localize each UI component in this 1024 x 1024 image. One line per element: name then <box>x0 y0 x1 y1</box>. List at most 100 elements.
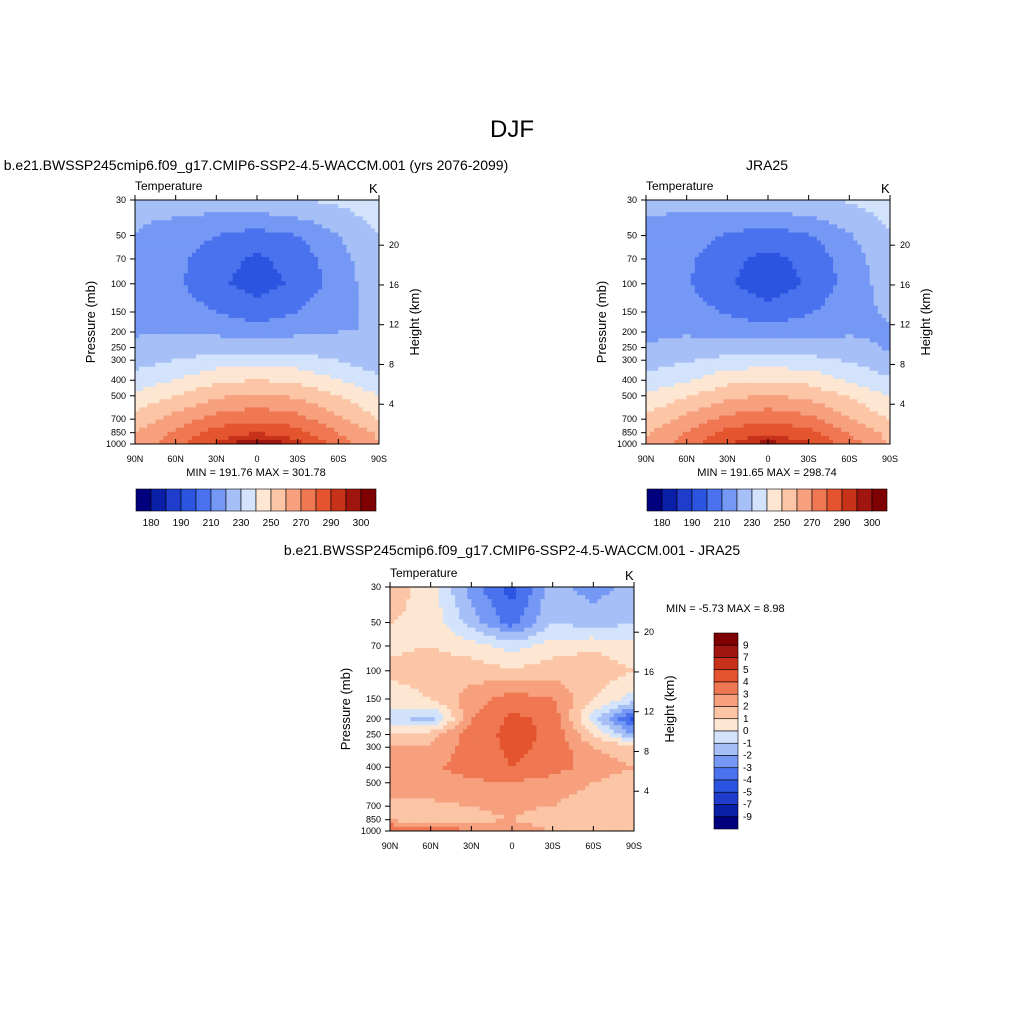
field-cell <box>313 362 319 368</box>
field-cell <box>244 378 250 384</box>
field-cell <box>743 273 749 278</box>
field-cell <box>362 265 368 270</box>
field-cell <box>362 313 368 319</box>
field-cell <box>674 204 680 209</box>
field-cell <box>220 366 226 372</box>
field-cell <box>763 212 769 217</box>
field-cell <box>159 370 165 376</box>
field-cell <box>212 362 217 368</box>
field-cell <box>244 317 250 323</box>
field-cell <box>163 366 169 372</box>
field-cell <box>346 293 352 299</box>
field-cell <box>334 419 339 425</box>
field-cell <box>350 423 356 429</box>
field-cell <box>358 423 364 429</box>
field-cell <box>829 220 834 225</box>
field-cell <box>196 366 201 372</box>
field-cell <box>265 431 270 437</box>
field-cell <box>366 322 372 327</box>
field-cell <box>309 419 315 425</box>
field-cell <box>240 350 246 356</box>
field-cell <box>849 208 854 213</box>
field-cell <box>151 378 156 384</box>
field-cell <box>208 407 213 413</box>
field-cell <box>837 200 842 205</box>
field-cell <box>289 232 295 238</box>
colorbar-swatch <box>300 488 317 512</box>
field-cell <box>277 289 282 295</box>
field-cell <box>362 248 368 254</box>
field-cell <box>682 277 688 282</box>
field-cell <box>881 261 887 266</box>
field-cell <box>216 248 221 254</box>
field-cell <box>338 378 343 384</box>
field-cell <box>662 256 667 262</box>
field-cell <box>220 374 226 380</box>
field-cell <box>301 342 307 347</box>
field-cell <box>187 216 193 221</box>
field-cell <box>236 204 242 209</box>
field-cell <box>285 252 291 258</box>
field-cell <box>228 435 234 441</box>
field-cell <box>780 232 785 238</box>
field-cell <box>362 431 368 437</box>
field-cell <box>374 289 379 295</box>
field-cell <box>191 240 197 246</box>
field-cell <box>305 269 311 274</box>
y-axis-title-pressure: Pressure (mb) <box>83 281 98 363</box>
field-cell <box>171 322 177 327</box>
field-cell <box>236 313 242 319</box>
colorbar-swatch <box>285 488 302 512</box>
field-cell <box>224 208 230 213</box>
field-cell <box>305 370 311 376</box>
field-cell <box>175 322 181 327</box>
field-cell <box>244 236 250 242</box>
field-cell <box>151 313 156 319</box>
field-cell <box>670 256 676 262</box>
field-cell <box>155 403 160 408</box>
field-cell <box>698 273 704 278</box>
field-cell <box>159 252 165 258</box>
field-cell <box>313 204 319 209</box>
field-cell <box>370 228 376 234</box>
field-cell <box>792 285 798 291</box>
field-cell <box>248 232 254 238</box>
field-cell <box>309 220 315 225</box>
field-cell <box>289 277 295 282</box>
field-cell <box>240 212 246 217</box>
field-cell <box>265 435 270 441</box>
field-cell <box>370 313 376 319</box>
field-cell <box>208 256 213 262</box>
field-cell <box>265 240 270 246</box>
field-cell <box>763 224 769 230</box>
field-cell <box>707 236 712 242</box>
field-cell <box>147 338 152 343</box>
field-cell <box>147 261 152 266</box>
field-cell <box>281 200 287 205</box>
field-cell <box>650 232 655 238</box>
field-cell <box>204 419 209 425</box>
field-cell <box>338 322 343 327</box>
field-cell <box>183 240 189 246</box>
field-cell <box>350 411 356 417</box>
field-cell <box>865 216 871 221</box>
field-cell <box>232 362 238 368</box>
field-cell <box>257 224 262 230</box>
field-cell <box>183 281 189 286</box>
field-cell <box>204 244 209 250</box>
field-cell <box>200 370 205 376</box>
field-cell <box>861 256 867 262</box>
field-cell <box>277 330 282 335</box>
field-cell <box>313 354 319 360</box>
field-cell <box>861 216 867 221</box>
field-cell <box>654 269 659 274</box>
field-cell <box>159 204 165 209</box>
field-cell <box>780 228 785 234</box>
field-cell <box>313 403 319 408</box>
field-cell <box>289 387 295 392</box>
field-cell <box>175 265 181 270</box>
field-cell <box>232 313 238 319</box>
field-cell <box>273 322 278 327</box>
field-cell <box>869 208 875 213</box>
field-cell <box>297 370 303 376</box>
